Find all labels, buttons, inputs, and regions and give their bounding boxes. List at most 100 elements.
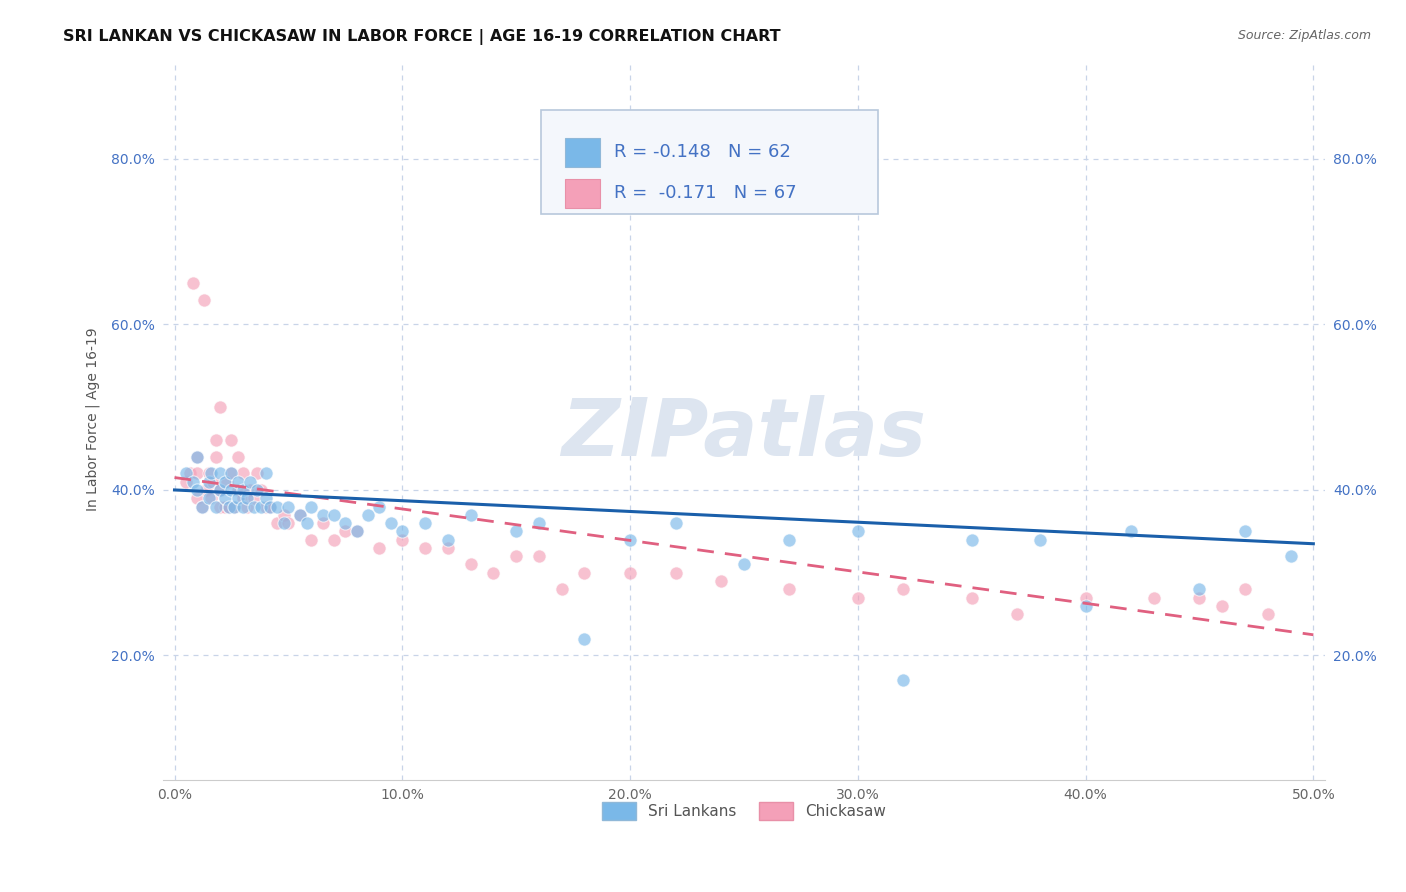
Point xyxy=(209,400,232,414)
Point xyxy=(254,500,277,514)
Point xyxy=(250,483,273,497)
Point xyxy=(460,508,482,522)
Point xyxy=(226,491,249,506)
Point xyxy=(299,500,322,514)
Point xyxy=(254,491,277,506)
Point xyxy=(323,533,346,547)
Point xyxy=(209,483,232,497)
Point xyxy=(527,516,550,530)
Point xyxy=(195,483,218,497)
Point xyxy=(846,524,869,539)
Point xyxy=(236,500,259,514)
Point xyxy=(273,516,295,530)
Point xyxy=(232,467,254,481)
Point xyxy=(197,467,219,481)
Point xyxy=(259,500,281,514)
Point xyxy=(295,516,318,530)
Text: R = -0.148   N = 62: R = -0.148 N = 62 xyxy=(614,144,790,161)
Point xyxy=(266,516,288,530)
Point xyxy=(245,467,267,481)
Point xyxy=(1234,524,1257,539)
Point xyxy=(1074,599,1097,613)
Point xyxy=(186,483,208,497)
FancyBboxPatch shape xyxy=(565,179,600,208)
Point xyxy=(1143,591,1166,605)
Point xyxy=(710,574,733,588)
Point xyxy=(619,533,641,547)
Point xyxy=(380,516,402,530)
Point xyxy=(527,549,550,563)
Point xyxy=(221,467,243,481)
Point xyxy=(179,467,201,481)
Text: R =  -0.171   N = 67: R = -0.171 N = 67 xyxy=(614,185,796,202)
Point xyxy=(960,533,983,547)
Point xyxy=(214,491,236,506)
Point xyxy=(368,500,391,514)
Point xyxy=(335,524,357,539)
Point xyxy=(243,491,266,506)
Point xyxy=(221,483,243,497)
Point xyxy=(277,516,299,530)
Point xyxy=(482,566,505,580)
Point xyxy=(174,467,197,481)
Point xyxy=(236,491,259,506)
Text: ZIPatlas: ZIPatlas xyxy=(561,395,927,473)
Point xyxy=(665,566,688,580)
Point xyxy=(413,516,436,530)
Point xyxy=(174,475,197,489)
Point xyxy=(200,467,222,481)
Point xyxy=(413,541,436,555)
Point xyxy=(193,293,215,307)
Point xyxy=(1029,533,1052,547)
Point xyxy=(197,475,219,489)
Point xyxy=(311,508,333,522)
Point xyxy=(204,500,226,514)
Point xyxy=(437,533,460,547)
Point xyxy=(460,558,482,572)
Point xyxy=(254,467,277,481)
FancyBboxPatch shape xyxy=(565,138,600,167)
Point xyxy=(259,500,281,514)
Point xyxy=(311,516,333,530)
Point xyxy=(226,475,249,489)
Point xyxy=(191,500,214,514)
Point xyxy=(239,475,262,489)
Point xyxy=(1121,524,1143,539)
Point xyxy=(250,500,273,514)
Point xyxy=(323,508,346,522)
Point xyxy=(1188,582,1211,597)
Point xyxy=(288,508,311,522)
Point xyxy=(368,541,391,555)
Point xyxy=(186,450,208,464)
Point xyxy=(243,500,266,514)
Point xyxy=(209,500,232,514)
Point xyxy=(209,467,232,481)
Point xyxy=(186,491,208,506)
Point xyxy=(551,582,574,597)
Point xyxy=(733,558,755,572)
Point xyxy=(214,475,236,489)
Point xyxy=(1279,549,1302,563)
Point xyxy=(214,500,236,514)
Point xyxy=(181,276,204,290)
Point xyxy=(218,500,240,514)
Point xyxy=(226,450,249,464)
Point xyxy=(437,541,460,555)
Point xyxy=(221,434,243,448)
Point xyxy=(846,591,869,605)
Point xyxy=(232,483,254,497)
Point xyxy=(232,500,254,514)
Point xyxy=(779,582,801,597)
Point xyxy=(186,467,208,481)
Point xyxy=(222,500,245,514)
Point xyxy=(346,524,368,539)
Point xyxy=(960,591,983,605)
Point xyxy=(665,516,688,530)
Point xyxy=(1234,582,1257,597)
Point xyxy=(181,475,204,489)
Point xyxy=(1007,607,1029,621)
Point xyxy=(204,450,226,464)
Point xyxy=(266,500,288,514)
Point xyxy=(1211,599,1233,613)
Point xyxy=(202,475,225,489)
